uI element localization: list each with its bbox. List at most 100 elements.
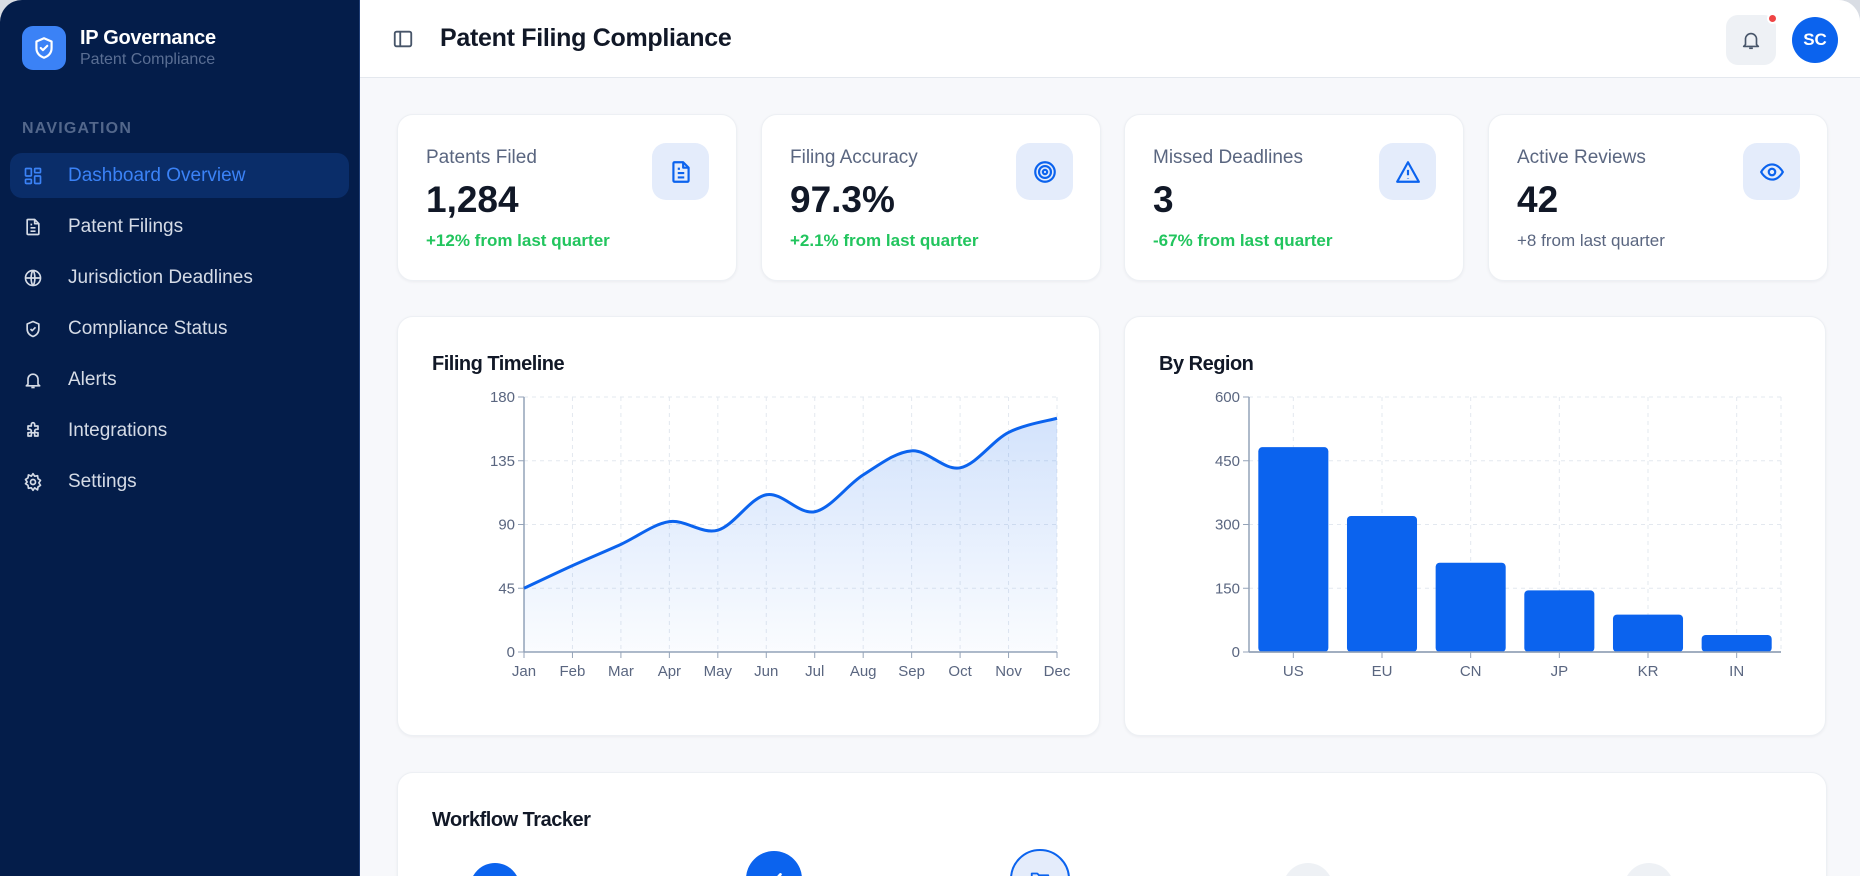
sidebar: IP Governance Patent Compliance NAVIGATI… [0, 0, 360, 876]
stat-delta: +8 from last quarter [1517, 231, 1665, 250]
bar-cn[interactable] [1435, 562, 1506, 652]
svg-text:Aug: Aug [850, 663, 877, 680]
warning-icon [1379, 143, 1436, 200]
sidebar-item-compliance-status[interactable]: Compliance Status [10, 306, 349, 351]
svg-text:Jul: Jul [805, 663, 824, 680]
shield-check-icon [22, 318, 44, 340]
svg-text:May: May [704, 663, 733, 680]
sidebar-item-patent-filings[interactable]: Patent Filings [10, 204, 349, 249]
eye-icon [1743, 143, 1800, 200]
workflow-step-4[interactable] [1283, 863, 1333, 876]
svg-text:Nov: Nov [995, 663, 1022, 680]
workflow-step-1[interactable] [470, 863, 520, 876]
sidebar-item-label: Dashboard Overview [68, 164, 246, 186]
bar-in[interactable] [1701, 635, 1772, 652]
svg-text:Oct: Oct [948, 663, 972, 680]
top-header: Patent Filing Compliance SC [360, 0, 1860, 78]
bell-icon [1742, 32, 1760, 50]
sidebar-item-settings[interactable]: Settings [10, 459, 349, 504]
stat-value: 3 [1153, 179, 1174, 220]
bar-jp[interactable] [1524, 590, 1595, 652]
document-icon [22, 216, 44, 238]
dashboard-icon [22, 165, 44, 187]
bar-kr[interactable] [1612, 614, 1684, 652]
workflow-step-5[interactable] [1624, 863, 1674, 876]
bar-us[interactable] [1258, 447, 1329, 652]
svg-text:Apr: Apr [658, 663, 681, 680]
stat-card-patents-filed: Patents Filed 1,284 +12% from last quart… [397, 114, 737, 281]
svg-text:EU: EU [1372, 663, 1393, 680]
workflow-tracker-card: Workflow Tracker [397, 772, 1827, 876]
stat-delta: +12% from last quarter [426, 231, 610, 250]
svg-text:0: 0 [1232, 644, 1240, 661]
svg-text:Feb: Feb [560, 663, 586, 680]
svg-text:Dec: Dec [1044, 663, 1071, 680]
svg-text:Sep: Sep [898, 663, 925, 680]
svg-text:600: 600 [1215, 389, 1240, 406]
svg-text:IN: IN [1729, 663, 1744, 680]
globe-icon [22, 267, 44, 289]
nav-heading: NAVIGATION [22, 120, 133, 137]
stat-value: 1,284 [426, 179, 519, 220]
svg-text:180: 180 [490, 389, 515, 406]
stat-card-missed-deadlines: Missed Deadlines 3 -67% from last quarte… [1124, 114, 1464, 281]
target-icon [1016, 143, 1073, 200]
stat-label: Active Reviews [1517, 147, 1646, 168]
folder-icon [1030, 872, 1050, 876]
brand: IP Governance Patent Compliance [22, 26, 216, 70]
main-content: Patent Filing Compliance SC Patents File… [360, 0, 1860, 876]
svg-text:450: 450 [1215, 453, 1240, 470]
svg-text:150: 150 [1215, 580, 1240, 597]
svg-text:45: 45 [498, 580, 515, 597]
user-avatar[interactable]: SC [1792, 17, 1838, 63]
svg-text:0: 0 [507, 644, 515, 661]
stat-card-active-reviews: Active Reviews 42 +8 from last quarter [1488, 114, 1828, 281]
sidebar-item-label: Alerts [68, 368, 117, 390]
document-icon [652, 143, 709, 200]
svg-text:135: 135 [490, 453, 515, 470]
sidebar-toggle-button[interactable] [392, 28, 414, 50]
svg-text:300: 300 [1215, 517, 1240, 534]
by-region-chart: 0 150 300 450 600 US EU CN JP KR IN [1215, 389, 1782, 680]
gear-icon [22, 471, 44, 493]
sidebar-item-dashboard-overview[interactable]: Dashboard Overview [10, 153, 349, 198]
sidebar-nav: Dashboard Overview Patent Filings Jurisd… [10, 153, 349, 510]
stat-delta: -67% from last quarter [1153, 231, 1333, 250]
shield-check-icon [22, 26, 66, 70]
sidebar-item-integrations[interactable]: Integrations [10, 408, 349, 453]
notifications-button[interactable] [1726, 13, 1778, 65]
stat-label: Missed Deadlines [1153, 147, 1303, 168]
svg-text:KR: KR [1638, 663, 1659, 680]
notification-dot [1767, 13, 1778, 24]
brand-subtitle: Patent Compliance [80, 51, 216, 68]
workflow-title: Workflow Tracker [432, 809, 591, 831]
puzzle-icon [22, 420, 44, 442]
svg-text:Jun: Jun [754, 663, 778, 680]
page-title: Patent Filing Compliance [440, 24, 732, 52]
sidebar-item-label: Compliance Status [68, 317, 228, 339]
sidebar-item-jurisdiction-deadlines[interactable]: Jurisdiction Deadlines [10, 255, 349, 300]
sidebar-item-label: Settings [68, 470, 137, 492]
bar-eu[interactable] [1346, 516, 1418, 652]
svg-text:CN: CN [1460, 663, 1482, 680]
panel-left-icon [393, 30, 413, 48]
chart-title: By Region [1159, 353, 1254, 375]
sidebar-item-alerts[interactable]: Alerts [10, 357, 349, 402]
filing-timeline-card: Filing Timeline 0 45 90 135 180 Jan Feb Mar Apr M… [397, 316, 1100, 736]
chart-title: Filing Timeline [432, 353, 565, 375]
bell-icon [22, 369, 44, 391]
brand-title: IP Governance [80, 27, 216, 49]
check-icon [777, 873, 782, 876]
stat-delta: +2.1% from last quarter [790, 231, 979, 250]
workflow-step-2[interactable] [746, 851, 802, 876]
sidebar-item-label: Jurisdiction Deadlines [68, 266, 253, 288]
sidebar-item-label: Integrations [68, 419, 168, 441]
workflow-step-3[interactable] [1010, 849, 1070, 876]
svg-text:Jan: Jan [512, 663, 536, 680]
svg-text:US: US [1283, 663, 1304, 680]
svg-text:Mar: Mar [608, 663, 634, 680]
stat-label: Patents Filed [426, 147, 537, 168]
by-region-card: By Region 0 150 300 450 600 US EU CN JP KR IN [1124, 316, 1826, 736]
svg-text:JP: JP [1551, 663, 1569, 680]
